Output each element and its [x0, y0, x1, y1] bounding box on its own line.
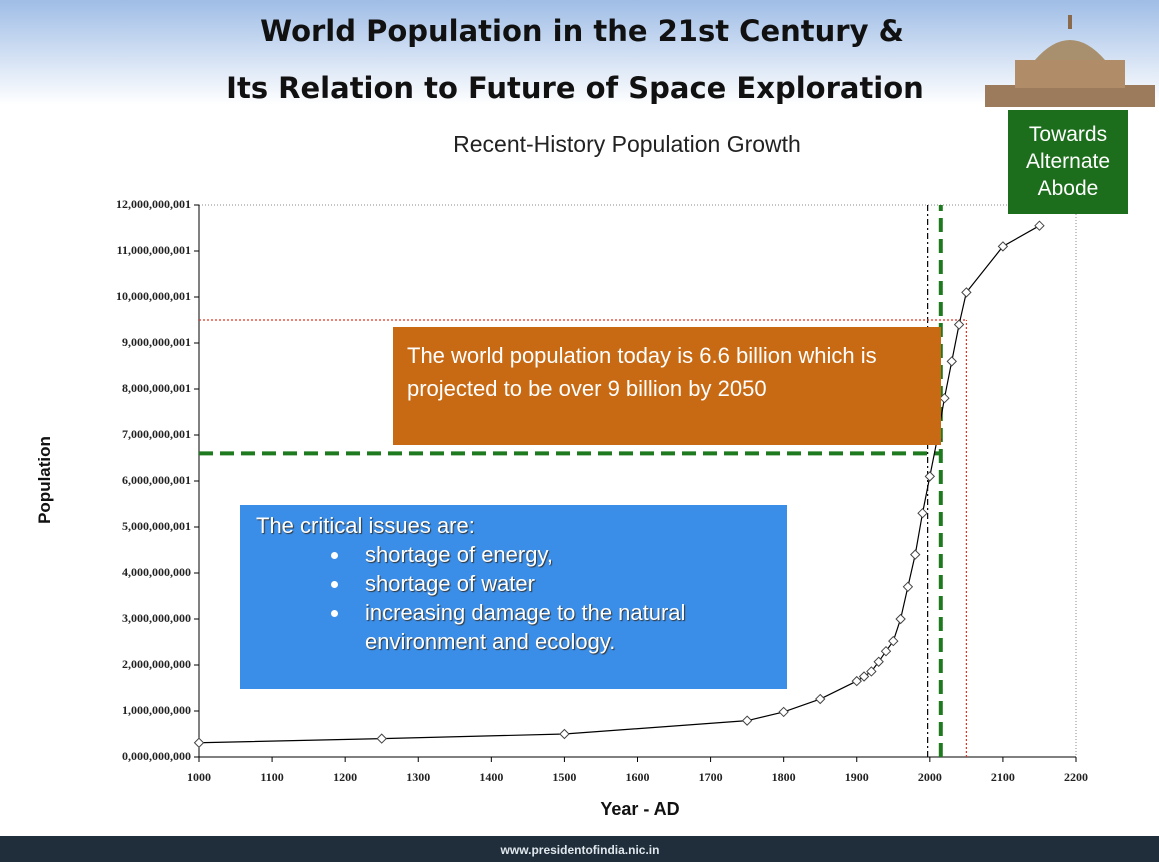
- issues-list: shortage of energy, shortage of water in…: [256, 540, 771, 656]
- y-tick-label: 5,000,000,001: [122, 519, 191, 533]
- y-tick-label: 1,000,000,000: [122, 703, 191, 717]
- badge-line: Towards: [1028, 123, 1108, 146]
- footer-url: www.presidentofindia.nic.in: [500, 843, 660, 857]
- x-tick-label: 1900: [845, 770, 869, 784]
- title-line: Its Relation to Future of Space Explorat…: [226, 71, 924, 105]
- data-point: [953, 319, 965, 330]
- y-tick-label: 9,000,000,001: [122, 335, 191, 349]
- chart-title: Recent-History Population Growth: [453, 131, 801, 157]
- data-point: [778, 706, 789, 718]
- y-tick-label: 8,000,000,001: [122, 381, 191, 395]
- data-point: [193, 737, 205, 748]
- issues-heading: The critical issues are:: [256, 513, 475, 538]
- data-point: [880, 645, 892, 657]
- header-band: [0, 0, 1159, 105]
- data-point: [910, 549, 921, 560]
- data-point: [851, 675, 862, 687]
- x-tick-label: 2100: [991, 770, 1015, 784]
- data-point: [1034, 220, 1045, 231]
- x-tick-label: 1600: [626, 770, 650, 784]
- x-tick-label: 1300: [406, 770, 430, 784]
- note-box: The world population today is 6.6 billio…: [393, 327, 941, 445]
- x-tick-label: 2200: [1064, 770, 1088, 784]
- badge-line: Abode: [1037, 177, 1099, 200]
- issue: shortage of energy,: [351, 540, 771, 569]
- data-point: [559, 728, 570, 740]
- y-tick-label: 2,000,000,000: [122, 657, 191, 671]
- data-point: [895, 613, 906, 625]
- badge: Towards Alternate Abode: [1008, 110, 1128, 214]
- badge-line: Alternate: [1025, 150, 1111, 173]
- data-point: [888, 635, 899, 647]
- y-tick-label: 10,000,000,001: [116, 289, 191, 303]
- data-point: [376, 733, 387, 744]
- y-tick-label: 3,000,000,000: [122, 611, 191, 625]
- x-tick-label: 1800: [772, 770, 796, 784]
- y-tick-label: 11,000,000,001: [117, 243, 191, 257]
- data-point: [997, 241, 1009, 252]
- y-tick-label: 4,000,000,000: [122, 565, 191, 579]
- data-point: [924, 471, 936, 482]
- issues-box: The critical issues are: shortage of ene…: [240, 505, 787, 689]
- title-line: World Population in the 21st Century &: [260, 14, 904, 48]
- x-tick-label: 1700: [699, 770, 723, 784]
- building-icon: [985, 15, 1155, 107]
- data-point: [866, 666, 877, 677]
- data-point: [858, 671, 870, 682]
- x-tick-label: 2000: [918, 770, 942, 784]
- x-tick-label: 1400: [479, 770, 503, 784]
- x-axis-label: Year - AD: [600, 799, 679, 819]
- data-point: [902, 581, 914, 593]
- data-point: [946, 356, 957, 367]
- data-point: [917, 507, 928, 519]
- y-tick-label: 6,000,000,001: [122, 473, 191, 487]
- population-line: [198, 225, 1040, 744]
- y-axis-label: Population: [35, 436, 54, 524]
- x-tick-label: 1200: [333, 770, 357, 784]
- x-tick-label: 1500: [552, 770, 576, 784]
- y-tick-label: 7,000,000,001: [122, 427, 191, 441]
- data-point: [961, 287, 972, 298]
- data-point: [815, 693, 826, 705]
- data-point: [741, 715, 753, 726]
- issue: shortage of water: [351, 569, 771, 598]
- x-tick-label: 1100: [260, 770, 283, 784]
- y-tick-label: 0,000,000,000: [122, 749, 191, 763]
- footer-band: [0, 836, 1159, 862]
- issue: increasing damage to the natural environ…: [351, 598, 771, 656]
- data-point: [939, 392, 950, 404]
- y-tick-label: 12,000,000,001: [116, 197, 191, 211]
- x-tick-label: 1000: [187, 770, 211, 784]
- data-point: [873, 656, 884, 667]
